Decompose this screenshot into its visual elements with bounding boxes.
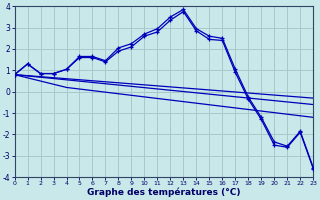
X-axis label: Graphe des températures (°C): Graphe des températures (°C) [87, 188, 241, 197]
